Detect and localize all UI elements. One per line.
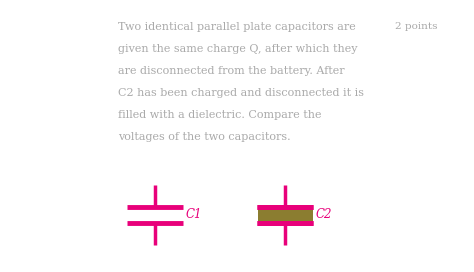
Text: given the same charge Q, after which they: given the same charge Q, after which the… [118, 44, 357, 54]
Text: C2: C2 [316, 209, 332, 221]
Text: Two identical parallel plate capacitors are: Two identical parallel plate capacitors … [118, 22, 356, 32]
Text: C2 has been charged and disconnected it is: C2 has been charged and disconnected it … [118, 88, 364, 98]
Text: voltages of the two capacitors.: voltages of the two capacitors. [118, 132, 291, 142]
Text: 2 points: 2 points [395, 22, 438, 31]
Text: C1: C1 [186, 209, 202, 221]
Text: filled with a dielectric. Compare the: filled with a dielectric. Compare the [118, 110, 321, 120]
Bar [258, 206, 313, 224]
Text: are disconnected from the battery. After: are disconnected from the battery. After [118, 66, 345, 76]
